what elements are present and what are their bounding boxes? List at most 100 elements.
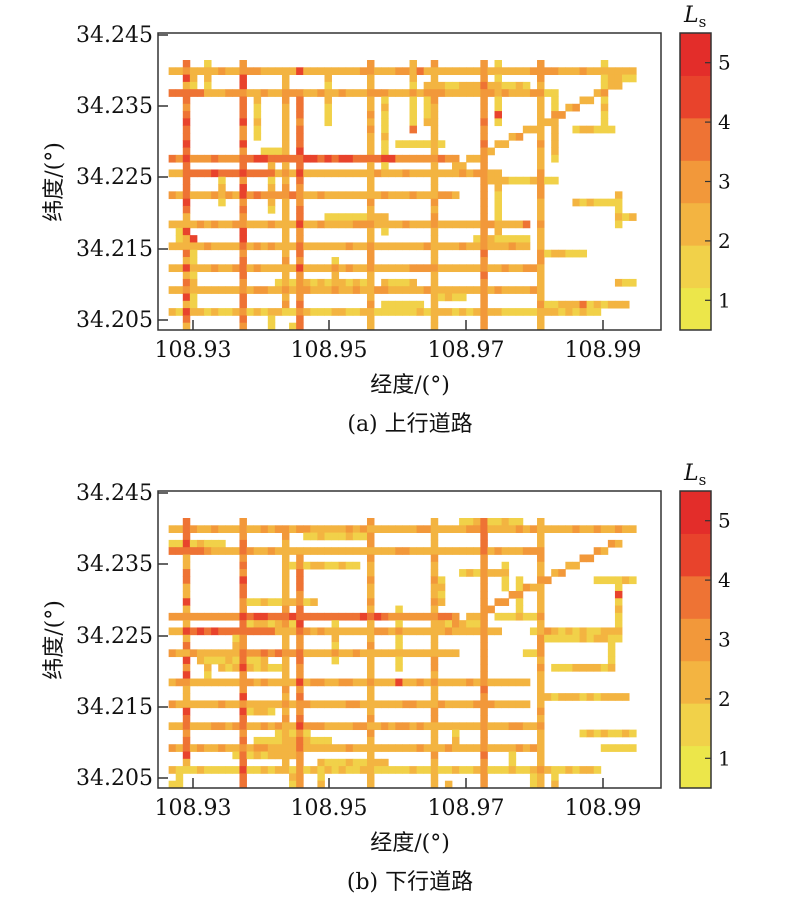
heatmap-cell: [366, 118, 375, 127]
heatmap-cell: [232, 67, 240, 75]
heatmap-cell: [614, 191, 623, 200]
heatmap-cell: [232, 722, 240, 731]
heatmap-cell: [296, 103, 304, 112]
heatmap-cell: [480, 278, 488, 287]
heatmap-cell: [522, 678, 531, 687]
heatmap-cell: [515, 744, 524, 752]
heatmap-cell: [289, 649, 297, 658]
heatmap-cell: [579, 729, 588, 738]
heatmap-cell: [331, 89, 340, 97]
heatmap-cell: [614, 525, 623, 533]
heatmap-cell: [303, 525, 311, 533]
heatmap-cell: [607, 649, 616, 658]
heatmap-cell: [473, 700, 481, 709]
heatmap-cell: [366, 561, 375, 570]
heatmap-cell: [494, 722, 502, 731]
heatmap-cell: [267, 154, 276, 163]
heatmap-cell: [267, 264, 276, 273]
heatmap-cell: [614, 598, 623, 606]
heatmap-cell: [459, 627, 467, 636]
heatmap-cell: [324, 191, 332, 200]
heatmap-cell: [204, 671, 212, 679]
heatmap-cell: [437, 191, 446, 200]
heatmap-cell: [289, 751, 297, 760]
heatmap-cell: [345, 547, 354, 555]
heatmap-cell: [296, 300, 304, 309]
heatmap-cell: [374, 758, 382, 767]
heatmap-cell: [537, 685, 545, 694]
heatmap-cell: [395, 612, 403, 621]
heatmap-cell: [211, 191, 219, 200]
heatmap-cell: [253, 736, 262, 745]
heatmap-cell: [182, 103, 191, 112]
heatmap-cell: [253, 612, 262, 621]
heatmap-cell: [267, 205, 276, 214]
heatmap-cell: [366, 539, 375, 548]
heatmap-cell: [232, 308, 240, 316]
heatmap-cell: [586, 693, 595, 701]
heatmap-cell: [565, 627, 573, 636]
heatmap-cell: [537, 707, 545, 716]
heatmap-cell: [480, 235, 488, 243]
heatmap-cell: [281, 169, 290, 178]
heatmap-cell: [494, 598, 502, 606]
heatmap-cell: [579, 249, 588, 258]
heatmap-cell: [452, 766, 460, 774]
heatmap-cell: [480, 198, 488, 207]
heatmap-cell: [232, 663, 240, 672]
heatmap-cell: [430, 532, 439, 541]
heatmap-cell: [253, 598, 262, 606]
heatmap-cell: [189, 271, 198, 280]
colorbar-band: [680, 660, 711, 704]
heatmap-cell: [324, 766, 332, 774]
heatmap-cell: [296, 257, 304, 265]
heatmap-cell: [232, 286, 240, 294]
heatmap-cell: [551, 569, 559, 577]
heatmap-cell: [218, 67, 226, 75]
heatmap-cell: [232, 627, 240, 636]
heatmap-cell: [303, 532, 311, 541]
heatmap-cell: [522, 67, 531, 75]
x-axis-title: 经度/(°): [370, 373, 450, 398]
heatmap-cell: [310, 308, 318, 316]
heatmap-cell: [296, 590, 304, 599]
heatmap-cell: [501, 176, 510, 185]
heatmap-cell: [473, 242, 481, 251]
heatmap-cell: [480, 169, 488, 178]
heatmap-cell: [452, 67, 460, 75]
heatmap-cell: [232, 242, 240, 251]
heatmap-cell: [366, 780, 375, 789]
heatmap-cell: [296, 198, 304, 207]
heatmap-cell: [537, 590, 545, 599]
heatmap-cell: [345, 678, 354, 687]
heatmap-cell: [317, 612, 325, 621]
heatmap-cell: [359, 612, 368, 621]
heatmap-cell: [593, 766, 602, 774]
heatmap-cell: [473, 81, 481, 90]
heatmap-cell: [388, 744, 396, 752]
heatmap-cell: [338, 532, 347, 541]
heatmap-cell: [459, 766, 467, 774]
heatmap-cell: [289, 264, 297, 273]
heatmap-cell: [494, 700, 502, 709]
heatmap-cell: [331, 257, 340, 265]
heatmap-cell: [558, 693, 566, 701]
heatmap-cell: [260, 264, 269, 273]
heatmap-cell: [423, 154, 432, 163]
heatmap-cell: [430, 569, 439, 577]
heatmap-cell: [359, 758, 368, 767]
heatmap-cell: [182, 598, 191, 606]
heatmap-cell: [359, 700, 368, 709]
heatmap-cell: [232, 656, 240, 665]
heatmap-cell: [281, 766, 290, 774]
heatmap-cell: [565, 693, 573, 701]
heatmap-cell: [572, 249, 580, 258]
heatmap-cell: [175, 744, 184, 752]
heatmap-cell: [452, 81, 460, 90]
heatmap-cell: [614, 539, 623, 548]
heatmap-cell: [324, 242, 332, 251]
heatmap-cell: [366, 569, 375, 577]
heatmap-cell: [366, 620, 375, 628]
heatmap-cell: [253, 111, 262, 119]
heatmap-cell: [388, 264, 396, 273]
